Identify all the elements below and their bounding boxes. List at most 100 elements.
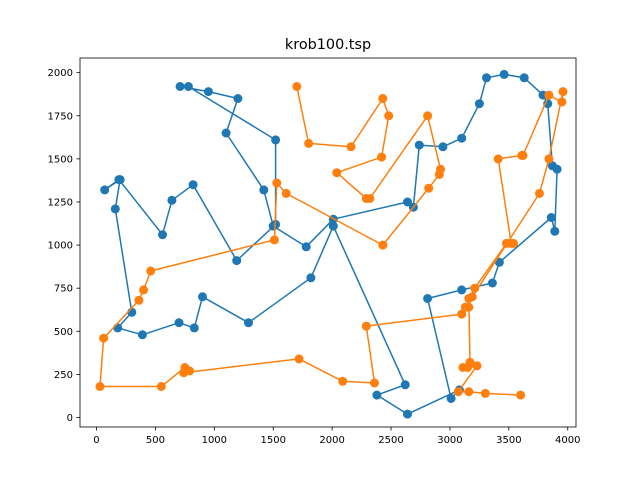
series-2-point xyxy=(378,240,388,250)
series-2-point xyxy=(304,138,314,148)
series-2-point xyxy=(377,152,387,162)
x-tick-label: 500 xyxy=(146,435,165,446)
series-2-point xyxy=(384,111,394,121)
x-tick-label: 3500 xyxy=(496,435,521,446)
series-1-point xyxy=(446,394,456,403)
y-tick-label: 1000 xyxy=(48,241,73,252)
series-1-point xyxy=(203,87,213,97)
series-2-point xyxy=(506,238,516,248)
y-tick-label: 0 xyxy=(67,413,73,424)
x-tick-label: 2000 xyxy=(319,435,344,446)
series-2-point xyxy=(423,111,433,121)
series-1-point xyxy=(306,273,316,283)
series-2-point xyxy=(464,387,474,397)
x-tick-label: 3000 xyxy=(437,435,462,446)
series-2-point xyxy=(480,388,490,398)
series-1-point xyxy=(328,221,338,231)
series-1-point xyxy=(438,142,448,152)
series-2-point xyxy=(269,235,279,245)
series-1-point xyxy=(174,318,184,328)
x-tick-label: 4000 xyxy=(555,435,580,446)
series-2-point xyxy=(99,333,109,343)
series-1-point xyxy=(457,133,467,143)
series-2-point xyxy=(134,295,144,305)
series-1-point xyxy=(414,140,424,150)
series-1-point xyxy=(188,180,198,190)
x-tick-label: 0 xyxy=(93,435,99,446)
series-2-point xyxy=(281,188,291,198)
series-2-point xyxy=(516,390,526,400)
series-1-point xyxy=(457,285,467,295)
series-2-point xyxy=(272,178,282,188)
series-2-point xyxy=(472,361,482,371)
y-tick-label: 250 xyxy=(54,370,73,381)
x-tick-label: 1000 xyxy=(202,435,227,446)
series-2-point xyxy=(95,382,105,391)
series-2-point xyxy=(139,285,149,295)
series-2-point xyxy=(332,168,342,178)
x-tick-label: 1500 xyxy=(260,435,285,446)
series-1-point xyxy=(400,380,410,390)
y-tick-label: 750 xyxy=(54,284,73,295)
series-1-point xyxy=(221,128,231,138)
series-1-point xyxy=(244,318,253,328)
series-2-point xyxy=(558,87,568,97)
series-2-point xyxy=(365,194,375,203)
series-2-point xyxy=(346,142,356,152)
series-1-point xyxy=(499,69,509,79)
series-2-point xyxy=(370,378,379,388)
series-1-point xyxy=(301,242,311,252)
series-1-point xyxy=(423,294,433,303)
series-1-point xyxy=(183,82,193,91)
series-1-point xyxy=(403,409,412,419)
series-2-point xyxy=(464,294,474,303)
chart-title: krob100.tsp xyxy=(285,37,371,53)
series-2-point xyxy=(292,82,302,91)
series-1-point xyxy=(233,94,243,103)
series-1-point xyxy=(519,73,529,83)
series-1-point xyxy=(372,390,382,400)
series-2-point xyxy=(361,321,371,331)
series-2-point xyxy=(453,387,463,397)
series-1-point xyxy=(403,197,412,207)
series-2-point xyxy=(544,154,554,164)
series-1-point xyxy=(113,323,123,333)
series-1-point xyxy=(271,135,281,145)
plot-area xyxy=(95,69,568,419)
series-2-point xyxy=(463,363,473,372)
series-2-point xyxy=(470,283,480,293)
series-1-point xyxy=(175,82,185,91)
series-1-point xyxy=(259,185,269,195)
y-tick-label: 1750 xyxy=(48,111,73,122)
series-2-point xyxy=(338,376,348,386)
axes-frame xyxy=(79,57,577,428)
series-2-point xyxy=(378,94,388,103)
series-1-point xyxy=(189,323,199,333)
series-1-point xyxy=(232,256,242,266)
axes: 0 500 1000 1500 2000 2500 3000 3500 4000 0 250 500 7… xyxy=(48,57,580,446)
series-2-point xyxy=(424,183,434,193)
series-2-point xyxy=(434,169,444,179)
series-1-point xyxy=(482,73,491,83)
y-tick-label: 2000 xyxy=(48,68,73,79)
series-1-point xyxy=(100,185,110,195)
y-tick-label: 500 xyxy=(54,327,73,338)
series-1-point xyxy=(167,195,177,205)
series-2-point xyxy=(457,309,467,319)
series-1-point xyxy=(494,257,504,267)
series-1-point xyxy=(158,230,167,240)
series-1-point xyxy=(474,99,484,109)
series-2-point xyxy=(146,266,156,276)
series-2-point xyxy=(557,97,567,107)
series-1-point xyxy=(110,204,120,214)
series-2-point xyxy=(156,382,166,391)
series-1-point xyxy=(552,164,562,174)
series-2-point xyxy=(535,188,544,198)
y-tick-label: 1500 xyxy=(48,154,73,165)
series-1-point xyxy=(550,226,560,236)
series-2-point xyxy=(544,90,554,100)
series-2-point xyxy=(493,154,503,164)
series-1-point xyxy=(487,278,497,288)
series-1-point xyxy=(137,330,147,340)
